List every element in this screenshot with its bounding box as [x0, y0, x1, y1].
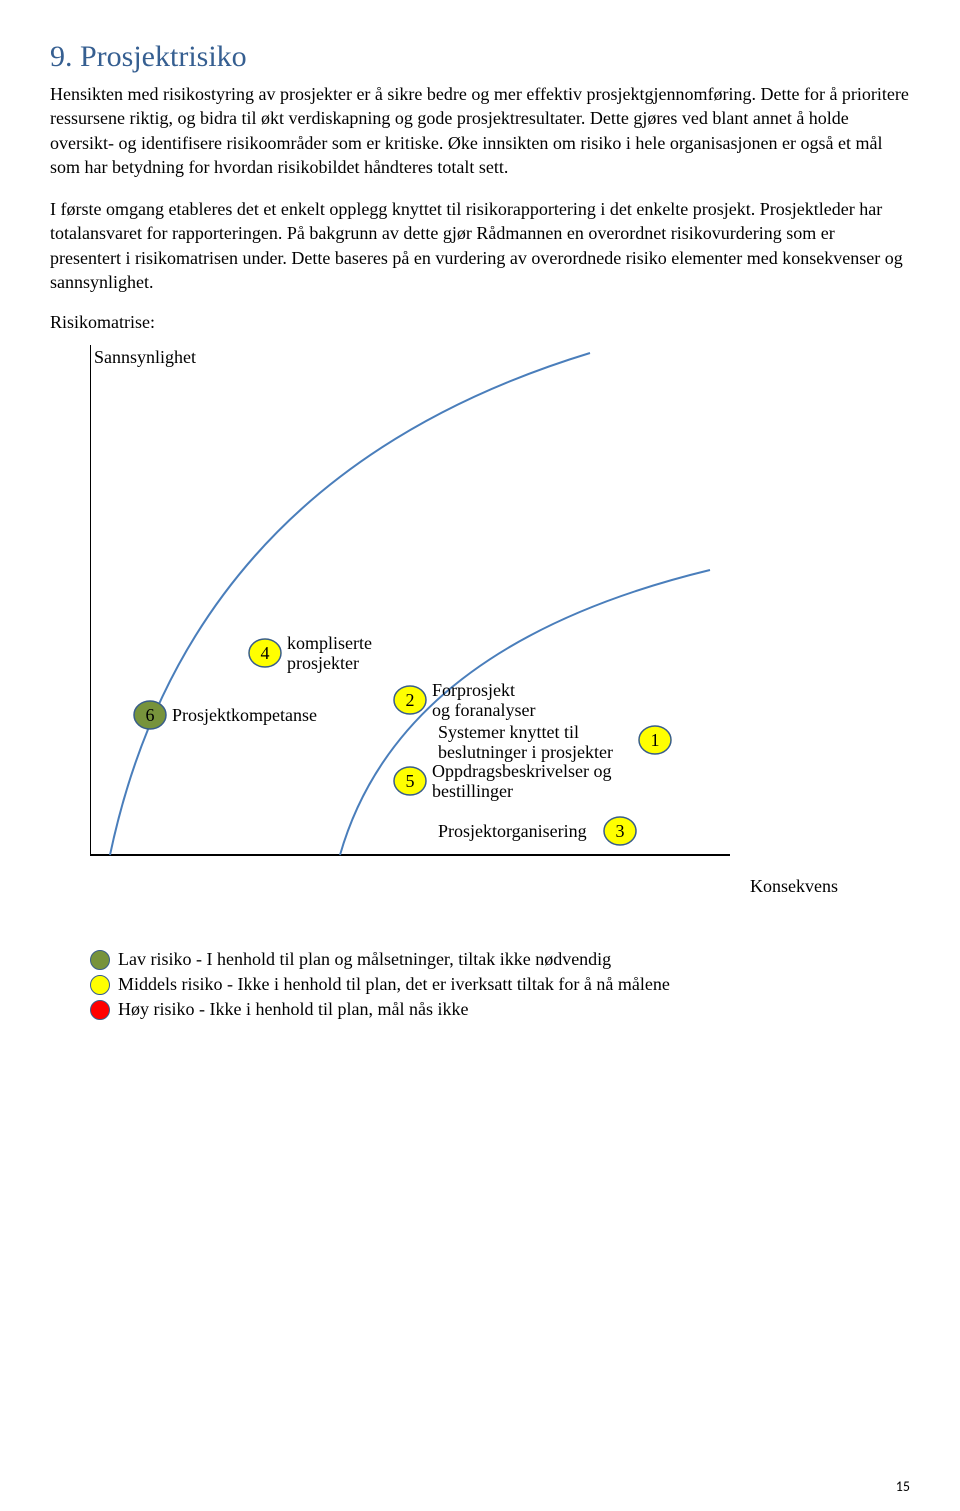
risk-node-id: 1	[651, 730, 660, 750]
matrix-label: Risikomatrise:	[50, 312, 910, 333]
intro-paragraph-2: I første omgang etableres det et enkelt …	[50, 197, 910, 294]
risk-node-id: 2	[406, 690, 415, 710]
risk-node-label: Prosjektkompetanse	[172, 705, 317, 725]
risk-node-label-2: beslutninger i prosjekter	[438, 742, 613, 762]
legend-dot-green	[90, 950, 110, 970]
legend-dot-red	[90, 1000, 110, 1020]
risk-node-label-2: bestillinger	[432, 781, 513, 801]
x-axis-label: Konsekvens	[750, 876, 838, 897]
legend-text: Høy risiko - Ikke i henhold til plan, må…	[118, 999, 468, 1020]
legend-text: Lav risiko - I henhold til plan og målse…	[118, 949, 611, 970]
chart-svg: 6 Prosjektkompetanse 4 kompliserte prosj…	[90, 345, 810, 895]
risk-node-label-1: Prosjektorganisering	[438, 821, 587, 841]
risk-node-6: 6 Prosjektkompetanse	[134, 701, 317, 729]
page-heading: 9. Prosjektrisiko	[50, 40, 910, 74]
risk-matrix-chart: Sannsynlighet 6 Prosjektkompetanse 4 kom…	[50, 345, 830, 925]
risk-node-5: 5 Oppdragsbeskrivelser og bestillinger	[394, 761, 611, 801]
legend: Lav risiko - I henhold til plan og målse…	[90, 949, 910, 1020]
risk-node-id: 4	[261, 643, 270, 663]
risk-node-label-2: prosjekter	[287, 653, 359, 673]
risk-node-label-1: Systemer knyttet til	[438, 722, 579, 742]
legend-dot-yellow	[90, 975, 110, 995]
risk-node-2: 2 Forprosjekt og foranalyser	[394, 680, 535, 720]
legend-text: Middels risiko - Ikke i henhold til plan…	[118, 974, 670, 995]
legend-row-medium: Middels risiko - Ikke i henhold til plan…	[90, 974, 910, 995]
risk-node-1: Systemer knyttet til beslutninger i pros…	[438, 722, 671, 762]
intro-paragraph-1: Hensikten med risikostyring av prosjekte…	[50, 82, 910, 179]
risk-node-3: Prosjektorganisering 3	[438, 817, 636, 845]
risk-node-id: 5	[406, 771, 415, 791]
legend-row-low: Lav risiko - I henhold til plan og målse…	[90, 949, 910, 970]
page-number: 15	[896, 1478, 910, 1495]
legend-row-high: Høy risiko - Ikke i henhold til plan, må…	[90, 999, 910, 1020]
risk-node-id: 6	[146, 705, 155, 725]
risk-node-label-2: og foranalyser	[432, 700, 535, 720]
risk-node-label-1: kompliserte	[287, 633, 372, 653]
risk-node-label-1: Oppdragsbeskrivelser og	[432, 761, 611, 781]
risk-node-label-1: Forprosjekt	[432, 680, 515, 700]
risk-node-4: 4 kompliserte prosjekter	[249, 633, 372, 673]
risk-node-id: 3	[616, 821, 625, 841]
